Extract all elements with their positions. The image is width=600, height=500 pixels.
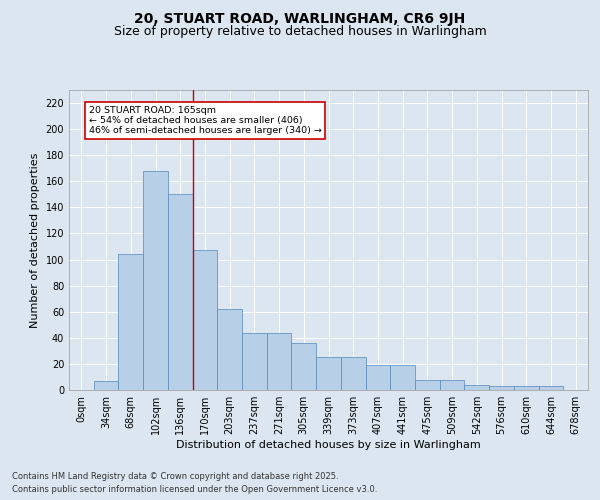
Text: Contains HM Land Registry data © Crown copyright and database right 2025.: Contains HM Land Registry data © Crown c… (12, 472, 338, 481)
Text: 20, STUART ROAD, WARLINGHAM, CR6 9JH: 20, STUART ROAD, WARLINGHAM, CR6 9JH (134, 12, 466, 26)
X-axis label: Distribution of detached houses by size in Warlingham: Distribution of detached houses by size … (176, 440, 481, 450)
Bar (316, 358, 341, 390)
Bar (118, 254, 143, 390)
Bar (168, 194, 193, 390)
Bar (267, 332, 292, 390)
Bar (143, 171, 168, 390)
Bar (242, 332, 267, 390)
Bar (292, 343, 316, 390)
Text: Size of property relative to detached houses in Warlingham: Size of property relative to detached ho… (113, 25, 487, 38)
Bar (464, 385, 489, 390)
Text: 20 STUART ROAD: 165sqm
← 54% of detached houses are smaller (406)
46% of semi-de: 20 STUART ROAD: 165sqm ← 54% of detached… (89, 106, 322, 136)
Bar (539, 386, 563, 390)
Bar (489, 386, 514, 390)
Bar (390, 365, 415, 390)
Bar (440, 380, 464, 390)
Bar (365, 365, 390, 390)
Bar (94, 381, 118, 390)
Bar (193, 250, 217, 390)
Bar (217, 309, 242, 390)
Text: Contains public sector information licensed under the Open Government Licence v3: Contains public sector information licen… (12, 485, 377, 494)
Y-axis label: Number of detached properties: Number of detached properties (30, 152, 40, 328)
Bar (514, 386, 539, 390)
Bar (415, 380, 440, 390)
Bar (341, 358, 365, 390)
